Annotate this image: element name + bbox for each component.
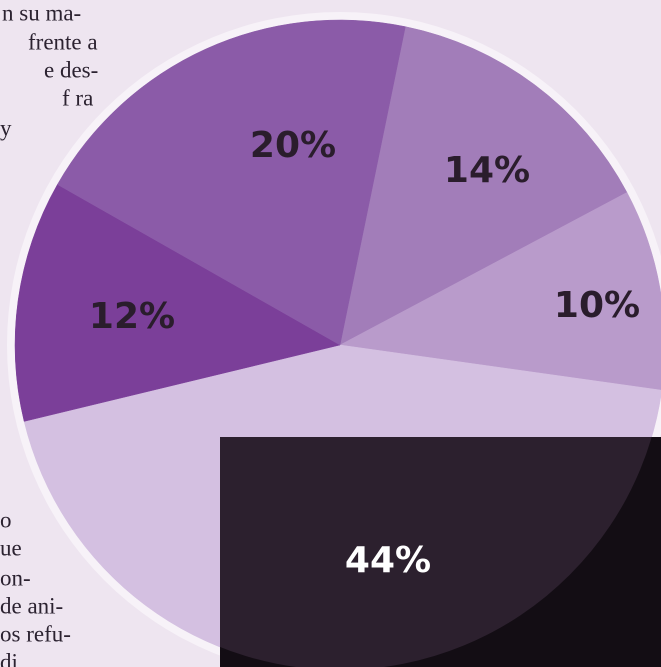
body-text-line: f ra xyxy=(62,85,93,110)
body-text-line: de ani- xyxy=(0,593,63,618)
chart: n su ma-frente a e des-f ra y o ue on-de ani-… xyxy=(0,0,661,667)
body-text-line: on- xyxy=(0,565,31,590)
body-text-line: n su ma- xyxy=(2,0,81,25)
value-label: 44% xyxy=(345,540,431,581)
body-text-line: o xyxy=(0,507,12,532)
body-text-line: frente a xyxy=(28,29,98,54)
value-label: 20% xyxy=(250,125,336,166)
value-label: 12% xyxy=(89,296,175,337)
body-text-line: ue xyxy=(0,535,22,560)
value-label: 14% xyxy=(444,150,530,191)
page: n su ma-frente a e des-f ra y o ue on-de ani-… xyxy=(0,0,661,667)
body-text-line: os refu- xyxy=(0,621,71,646)
body-text-line: di xyxy=(0,649,18,667)
body-text-line: y xyxy=(0,115,12,140)
body-text-line: e des- xyxy=(44,57,98,82)
value-label: 10% xyxy=(554,285,640,326)
